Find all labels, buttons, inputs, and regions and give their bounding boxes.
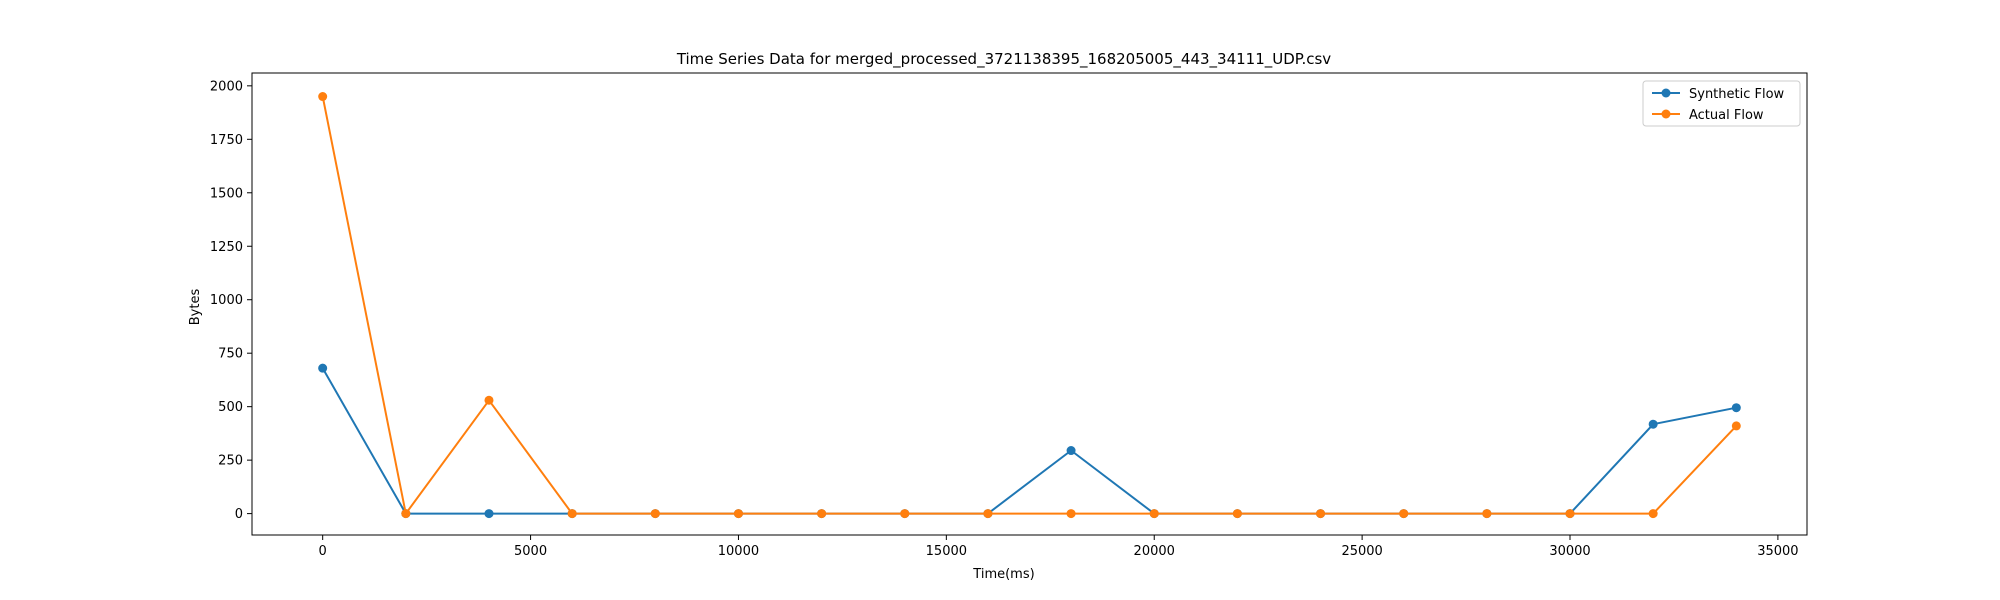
y-tick-label: 1750 bbox=[210, 133, 243, 148]
data-point bbox=[1066, 509, 1076, 519]
data-point bbox=[650, 509, 660, 519]
legend-label: Synthetic Flow bbox=[1689, 87, 1785, 102]
data-point bbox=[318, 92, 328, 102]
chart-title: Time Series Data for merged_processed_37… bbox=[676, 50, 1331, 69]
data-point bbox=[1066, 446, 1076, 456]
y-tick-label: 2000 bbox=[210, 79, 243, 94]
legend-marker bbox=[1661, 109, 1671, 119]
x-tick-label: 10000 bbox=[718, 544, 759, 559]
x-tick-label: 20000 bbox=[1134, 544, 1175, 559]
data-point bbox=[1731, 403, 1741, 413]
plot-area: 0 5000 10000 15000 20000 25000 30000 35000 0 250 5… bbox=[210, 72, 1808, 559]
x-tick-label: 30000 bbox=[1549, 544, 1590, 559]
data-point bbox=[1482, 509, 1492, 519]
x-tick-label: 15000 bbox=[926, 544, 967, 559]
data-point bbox=[983, 509, 993, 519]
data-point bbox=[817, 509, 827, 519]
data-point bbox=[1232, 509, 1242, 519]
y-tick-label: 1250 bbox=[210, 240, 243, 255]
data-point bbox=[1565, 509, 1575, 519]
data-point bbox=[567, 509, 577, 519]
series-line bbox=[321, 96, 1738, 515]
y-tick-label: 1500 bbox=[210, 186, 243, 201]
y-tick-label: 250 bbox=[218, 454, 243, 469]
data-point bbox=[484, 395, 494, 405]
x-tick-label: 0 bbox=[319, 544, 327, 559]
x-axis-label: Time(ms) bbox=[972, 567, 1034, 582]
data-point bbox=[1648, 509, 1658, 519]
data-point bbox=[318, 363, 328, 373]
data-point bbox=[1648, 419, 1658, 429]
data-point bbox=[1316, 509, 1326, 519]
legend-marker bbox=[1661, 88, 1671, 98]
y-tick-label: 500 bbox=[218, 400, 243, 415]
legend: Synthetic Flow Actual Flow bbox=[1642, 80, 1801, 127]
legend-label: Actual Flow bbox=[1689, 108, 1764, 123]
data-point bbox=[733, 509, 743, 519]
data-point bbox=[484, 509, 494, 519]
x-tick-label: 5000 bbox=[514, 544, 547, 559]
y-axis-label: Bytes bbox=[188, 289, 203, 326]
legend-box bbox=[1642, 80, 1801, 127]
plot-frame bbox=[251, 72, 1808, 536]
x-tick-label: 35000 bbox=[1757, 544, 1798, 559]
data-point bbox=[401, 509, 411, 519]
series-actual-flow bbox=[318, 92, 1741, 519]
y-tick-label: 0 bbox=[235, 507, 243, 522]
data-point bbox=[1149, 509, 1159, 519]
y-tick-label: 1000 bbox=[210, 293, 243, 308]
data-point bbox=[1731, 421, 1741, 431]
y-tick-label: 750 bbox=[218, 347, 243, 362]
data-point bbox=[1399, 509, 1409, 519]
x-tick-label: 25000 bbox=[1341, 544, 1382, 559]
data-point bbox=[900, 509, 910, 519]
